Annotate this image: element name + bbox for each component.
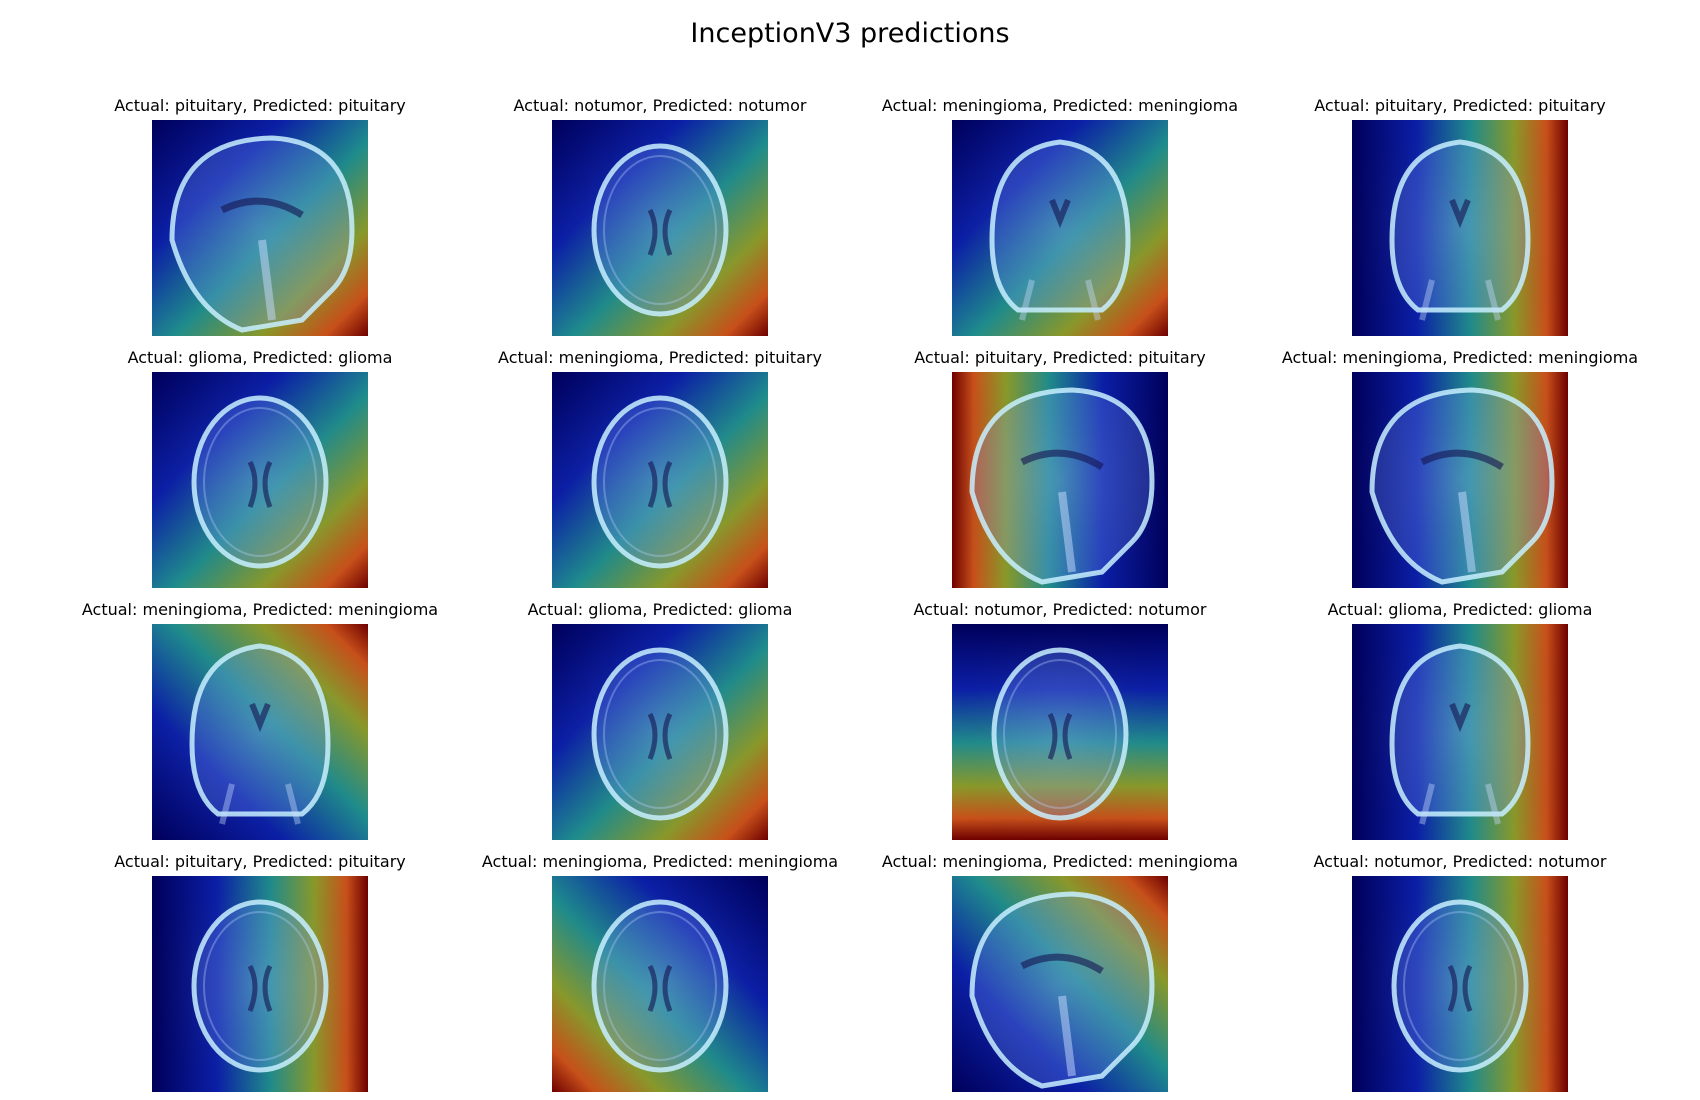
prediction-panel: Actual: meningioma, Predicted: meningiom…	[460, 852, 860, 1092]
panel-caption: Actual: pituitary, Predicted: pituitary	[114, 852, 406, 871]
prediction-panel: Actual: pituitary, Predicted: pituitary	[1260, 96, 1660, 336]
panel-caption: Actual: meningioma, Predicted: pituitary	[498, 348, 822, 367]
prediction-panel: Actual: pituitary, Predicted: pituitary	[860, 348, 1260, 588]
panel-caption: Actual: meningioma, Predicted: meningiom…	[81, 600, 439, 619]
panel-caption: Actual: notumor, Predicted: notumor	[1313, 852, 1607, 871]
prediction-panel: Actual: glioma, Predicted: glioma	[1260, 600, 1660, 840]
mri-heatmap-image	[552, 372, 768, 588]
mri-heatmap-image	[1352, 624, 1568, 840]
mri-heatmap-image	[952, 624, 1168, 840]
prediction-panel: Actual: meningioma, Predicted: meningiom…	[1260, 348, 1660, 588]
mri-heatmap-image	[552, 120, 768, 336]
mri-heatmap-image	[152, 624, 368, 840]
panel-caption: Actual: meningioma, Predicted: meningiom…	[881, 96, 1239, 115]
prediction-panel: Actual: meningioma, Predicted: meningiom…	[60, 600, 460, 840]
prediction-panel: Actual: meningioma, Predicted: pituitary	[460, 348, 860, 588]
panel-caption: Actual: notumor, Predicted: notumor	[513, 96, 807, 115]
mri-heatmap-image	[1352, 372, 1568, 588]
prediction-panel: Actual: notumor, Predicted: notumor	[860, 600, 1260, 840]
prediction-panel: Actual: pituitary, Predicted: pituitary	[60, 852, 460, 1092]
panel-caption: Actual: notumor, Predicted: notumor	[913, 600, 1207, 619]
mri-heatmap-image	[1352, 120, 1568, 336]
mri-heatmap-image	[952, 876, 1168, 1092]
prediction-panel: Actual: meningioma, Predicted: meningiom…	[860, 852, 1260, 1092]
panel-caption: Actual: meningioma, Predicted: meningiom…	[1281, 348, 1639, 367]
prediction-panel: Actual: notumor, Predicted: notumor	[1260, 852, 1660, 1092]
panel-caption: Actual: glioma, Predicted: glioma	[527, 600, 793, 619]
panel-caption: Actual: glioma, Predicted: glioma	[1327, 600, 1593, 619]
prediction-panel: Actual: notumor, Predicted: notumor	[460, 96, 860, 336]
panel-caption: Actual: pituitary, Predicted: pituitary	[1314, 96, 1606, 115]
panel-caption: Actual: meningioma, Predicted: meningiom…	[881, 852, 1239, 871]
prediction-panel: Actual: meningioma, Predicted: meningiom…	[860, 96, 1260, 336]
mri-heatmap-image	[552, 876, 768, 1092]
panel-caption: Actual: glioma, Predicted: glioma	[127, 348, 393, 367]
prediction-panel: Actual: glioma, Predicted: glioma	[460, 600, 860, 840]
mri-heatmap-image	[152, 372, 368, 588]
panel-caption: Actual: pituitary, Predicted: pituitary	[114, 96, 406, 115]
mri-heatmap-image	[152, 876, 368, 1092]
mri-heatmap-image	[152, 120, 368, 336]
prediction-panel: Actual: pituitary, Predicted: pituitary	[60, 96, 460, 336]
mri-heatmap-image	[1352, 876, 1568, 1092]
panel-caption: Actual: meningioma, Predicted: meningiom…	[481, 852, 839, 871]
figure-title: InceptionV3 predictions	[690, 18, 1010, 49]
mri-heatmap-image	[552, 624, 768, 840]
mri-heatmap-image	[952, 120, 1168, 336]
panel-caption: Actual: pituitary, Predicted: pituitary	[914, 348, 1206, 367]
prediction-panel: Actual: glioma, Predicted: glioma	[60, 348, 460, 588]
mri-heatmap-image	[952, 372, 1168, 588]
